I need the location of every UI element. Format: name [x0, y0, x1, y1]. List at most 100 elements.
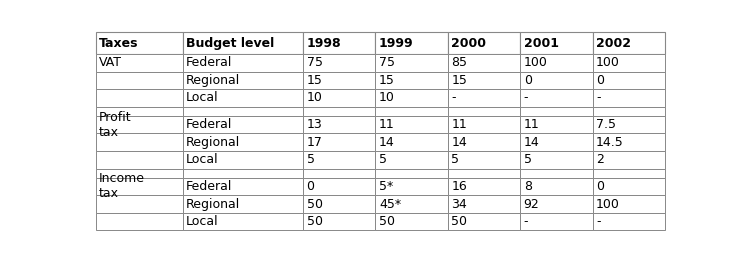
Bar [96, 89, 183, 107]
Text: 14: 14 [379, 136, 395, 149]
Bar [303, 89, 375, 107]
Bar [375, 195, 448, 213]
Bar [448, 151, 520, 168]
Bar [303, 116, 375, 133]
Bar [593, 116, 665, 133]
Bar [520, 151, 593, 168]
Text: 11: 11 [451, 118, 467, 131]
Text: 50: 50 [306, 198, 323, 211]
Text: VAT: VAT [99, 56, 122, 69]
Text: Regional: Regional [186, 74, 240, 87]
Text: 2: 2 [596, 153, 604, 166]
Bar [375, 213, 448, 230]
Bar [593, 32, 665, 54]
Bar [593, 133, 665, 151]
Text: 75: 75 [379, 56, 395, 69]
Text: Budget level: Budget level [186, 37, 275, 50]
Text: -: - [596, 92, 600, 105]
Bar [96, 72, 183, 89]
Bar [448, 168, 520, 178]
Text: 2001: 2001 [524, 37, 559, 50]
Bar [183, 168, 303, 178]
Bar [520, 89, 593, 107]
Bar [375, 72, 448, 89]
Text: 13: 13 [306, 118, 322, 131]
Bar [520, 107, 593, 116]
Bar [183, 72, 303, 89]
Bar [96, 213, 183, 230]
Text: Federal: Federal [186, 56, 232, 69]
Bar [183, 89, 303, 107]
Text: 75: 75 [306, 56, 323, 69]
Text: 0: 0 [596, 74, 604, 87]
Bar [448, 107, 520, 116]
Text: 11: 11 [524, 118, 539, 131]
Bar [593, 72, 665, 89]
Bar [593, 195, 665, 213]
Bar [303, 151, 375, 168]
Bar [593, 89, 665, 107]
Bar [96, 54, 183, 72]
Bar [375, 151, 448, 168]
Bar [303, 72, 375, 89]
Text: 17: 17 [306, 136, 323, 149]
Bar [96, 195, 183, 213]
Text: 2000: 2000 [451, 37, 486, 50]
Text: 2002: 2002 [596, 37, 631, 50]
Text: 14: 14 [524, 136, 539, 149]
Bar [448, 195, 520, 213]
Text: 10: 10 [379, 92, 395, 105]
Text: 14.5: 14.5 [596, 136, 624, 149]
Bar [96, 116, 183, 133]
Bar [183, 32, 303, 54]
Bar [448, 89, 520, 107]
Text: 100: 100 [596, 56, 620, 69]
Text: 50: 50 [379, 215, 395, 228]
Bar [375, 133, 448, 151]
Bar [593, 107, 665, 116]
Bar [96, 151, 183, 168]
Bar [303, 133, 375, 151]
Bar [303, 168, 375, 178]
Bar [375, 116, 448, 133]
Text: Profit
tax: Profit tax [99, 110, 131, 139]
Bar [593, 213, 665, 230]
Bar [183, 107, 303, 116]
Text: Federal: Federal [186, 118, 232, 131]
Bar [183, 178, 303, 195]
Bar [448, 213, 520, 230]
Text: -: - [524, 215, 528, 228]
Bar [593, 178, 665, 195]
Bar [375, 32, 448, 54]
Text: 45*: 45* [379, 198, 401, 211]
Bar [303, 178, 375, 195]
Bar [593, 168, 665, 178]
Bar [375, 89, 448, 107]
Bar [520, 133, 593, 151]
Text: 1998: 1998 [306, 37, 341, 50]
Bar [303, 213, 375, 230]
Text: 5*: 5* [379, 180, 393, 193]
Bar [183, 116, 303, 133]
Bar [448, 54, 520, 72]
Bar [448, 133, 520, 151]
Bar [593, 151, 665, 168]
Text: 15: 15 [451, 74, 467, 87]
Bar [520, 178, 593, 195]
Bar [183, 133, 303, 151]
Bar [520, 116, 593, 133]
Text: 11: 11 [379, 118, 395, 131]
Text: 5: 5 [379, 153, 387, 166]
Bar [303, 32, 375, 54]
Text: 5: 5 [524, 153, 532, 166]
Text: 50: 50 [306, 215, 323, 228]
Bar [520, 54, 593, 72]
Text: Taxes: Taxes [99, 37, 139, 50]
Bar [520, 72, 593, 89]
Text: 1999: 1999 [379, 37, 413, 50]
Bar [183, 54, 303, 72]
Bar [520, 195, 593, 213]
Bar [520, 213, 593, 230]
Bar [448, 32, 520, 54]
Bar [183, 213, 303, 230]
